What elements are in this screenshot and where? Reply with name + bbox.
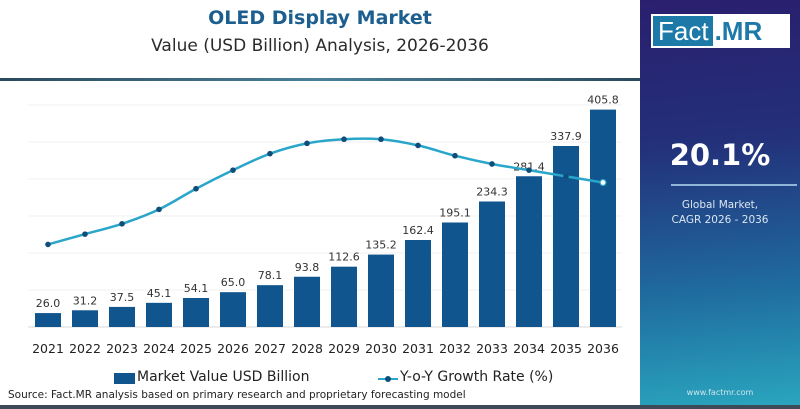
- growth-rate-point: [378, 136, 384, 143]
- bar-value-label: 135.2: [365, 239, 397, 252]
- x-tick-label: 2033: [476, 341, 508, 356]
- website-link[interactable]: www.factmr.com: [686, 388, 754, 397]
- bar: [590, 109, 616, 327]
- bar: [368, 254, 394, 327]
- growth-rate-point: [45, 241, 51, 248]
- growth-rate-point: [304, 140, 310, 147]
- growth-rate-point: [193, 185, 199, 192]
- chart-title: OLED Display Market: [208, 7, 432, 29]
- growth-rate-point: [415, 142, 421, 149]
- chart-plot: 26.0 2021 31.2 2022 37.5 2023 45.1 2024 54.1 2025…: [28, 94, 622, 356]
- bar: [257, 285, 283, 327]
- cagr-divider: [671, 184, 797, 186]
- x-tick-label: 2028: [291, 341, 323, 356]
- bar: [72, 310, 98, 327]
- bar: [331, 266, 357, 327]
- bar-value-label: 93.8: [295, 261, 320, 274]
- legend-line-marker: [385, 376, 391, 382]
- growth-rate-point: [599, 178, 607, 187]
- chart-subtitle: Value (USD Billion) Analysis, 2026-2036: [151, 36, 489, 56]
- legend-line-label: Y-o-Y Growth Rate (%): [400, 369, 554, 385]
- bar-value-label: 37.5: [110, 291, 135, 304]
- bar: [35, 313, 61, 327]
- bar: [516, 176, 542, 327]
- growth-rate-point: [563, 173, 569, 180]
- bar: [146, 302, 172, 327]
- bar-value-label: 112.6: [328, 251, 360, 264]
- growth-rate-line: [47, 137, 604, 246]
- legend-bar-label: Market Value USD Billion: [137, 369, 310, 385]
- x-tick-label: 2026: [217, 341, 249, 356]
- x-tick-label: 2025: [180, 341, 212, 356]
- logo-fact: Fact: [653, 16, 713, 46]
- bar-value-label: 65.0: [221, 276, 246, 289]
- cagr-label-line2: CAGR 2026 - 2036: [671, 214, 769, 226]
- bar: [294, 276, 320, 327]
- x-tick-label: 2031: [402, 341, 434, 356]
- logo-mr: .MR: [714, 15, 763, 46]
- cagr-value: 20.1%: [669, 138, 771, 172]
- bar-value-label: 26.0: [36, 297, 61, 310]
- bar-value-label: 337.9: [550, 130, 582, 143]
- legend: Market Value USD Billion Y-o-Y Growth Ra…: [0, 369, 640, 386]
- growth-rate-point: [230, 167, 236, 173]
- x-tick-label: 2036: [587, 341, 619, 356]
- x-tick-label: 2024: [143, 341, 175, 356]
- bar-value-label: 405.8: [587, 94, 619, 107]
- cagr-label: Global Market, CAGR 2026 - 2036: [640, 198, 800, 228]
- bar: [553, 145, 579, 327]
- bar-value-label: 54.1: [184, 282, 209, 295]
- source-note: Source: Fact.MR analysis based on primar…: [8, 389, 466, 401]
- x-tick-label: 2022: [69, 341, 101, 356]
- growth-rate-point: [526, 167, 532, 173]
- bar-value-label: 45.1: [147, 287, 172, 300]
- bar: [405, 240, 431, 327]
- bar-value-label: 31.2: [73, 294, 98, 307]
- bar: [183, 298, 209, 327]
- cagr-label-line1: Global Market,: [681, 199, 759, 211]
- x-tick-label: 2021: [32, 341, 64, 356]
- bar-value-label: 234.3: [476, 185, 508, 198]
- x-tick-label: 2027: [254, 341, 286, 356]
- bottom-border: [0, 405, 800, 409]
- bar-value-label: 162.4: [402, 224, 434, 237]
- x-tick-label: 2034: [513, 341, 545, 356]
- growth-rate-point: [119, 221, 125, 227]
- bar-value-label: 195.1: [439, 206, 471, 219]
- growth-rate-point: [156, 206, 162, 213]
- side-panel: [640, 0, 800, 409]
- growth-rate-point: [452, 152, 458, 159]
- x-tick-label: 2023: [106, 341, 138, 356]
- bar-value-label: 78.1: [258, 269, 283, 282]
- x-tick-label: 2029: [328, 341, 360, 356]
- growth-rate-point: [341, 136, 347, 143]
- x-tick-label: 2032: [439, 341, 471, 356]
- bar: [442, 222, 468, 327]
- growth-rate-point: [82, 231, 88, 237]
- growth-rate-point: [489, 161, 495, 167]
- legend-bar-swatch: [114, 373, 135, 384]
- bar: [220, 292, 246, 327]
- bar: [109, 306, 135, 327]
- factmr-logo: Fact .MR: [651, 14, 790, 48]
- bar: [479, 201, 505, 327]
- x-tick-label: 2030: [365, 341, 397, 356]
- growth-rate-point: [267, 150, 273, 157]
- x-tick-label: 2035: [550, 341, 582, 356]
- header-divider: [0, 78, 640, 81]
